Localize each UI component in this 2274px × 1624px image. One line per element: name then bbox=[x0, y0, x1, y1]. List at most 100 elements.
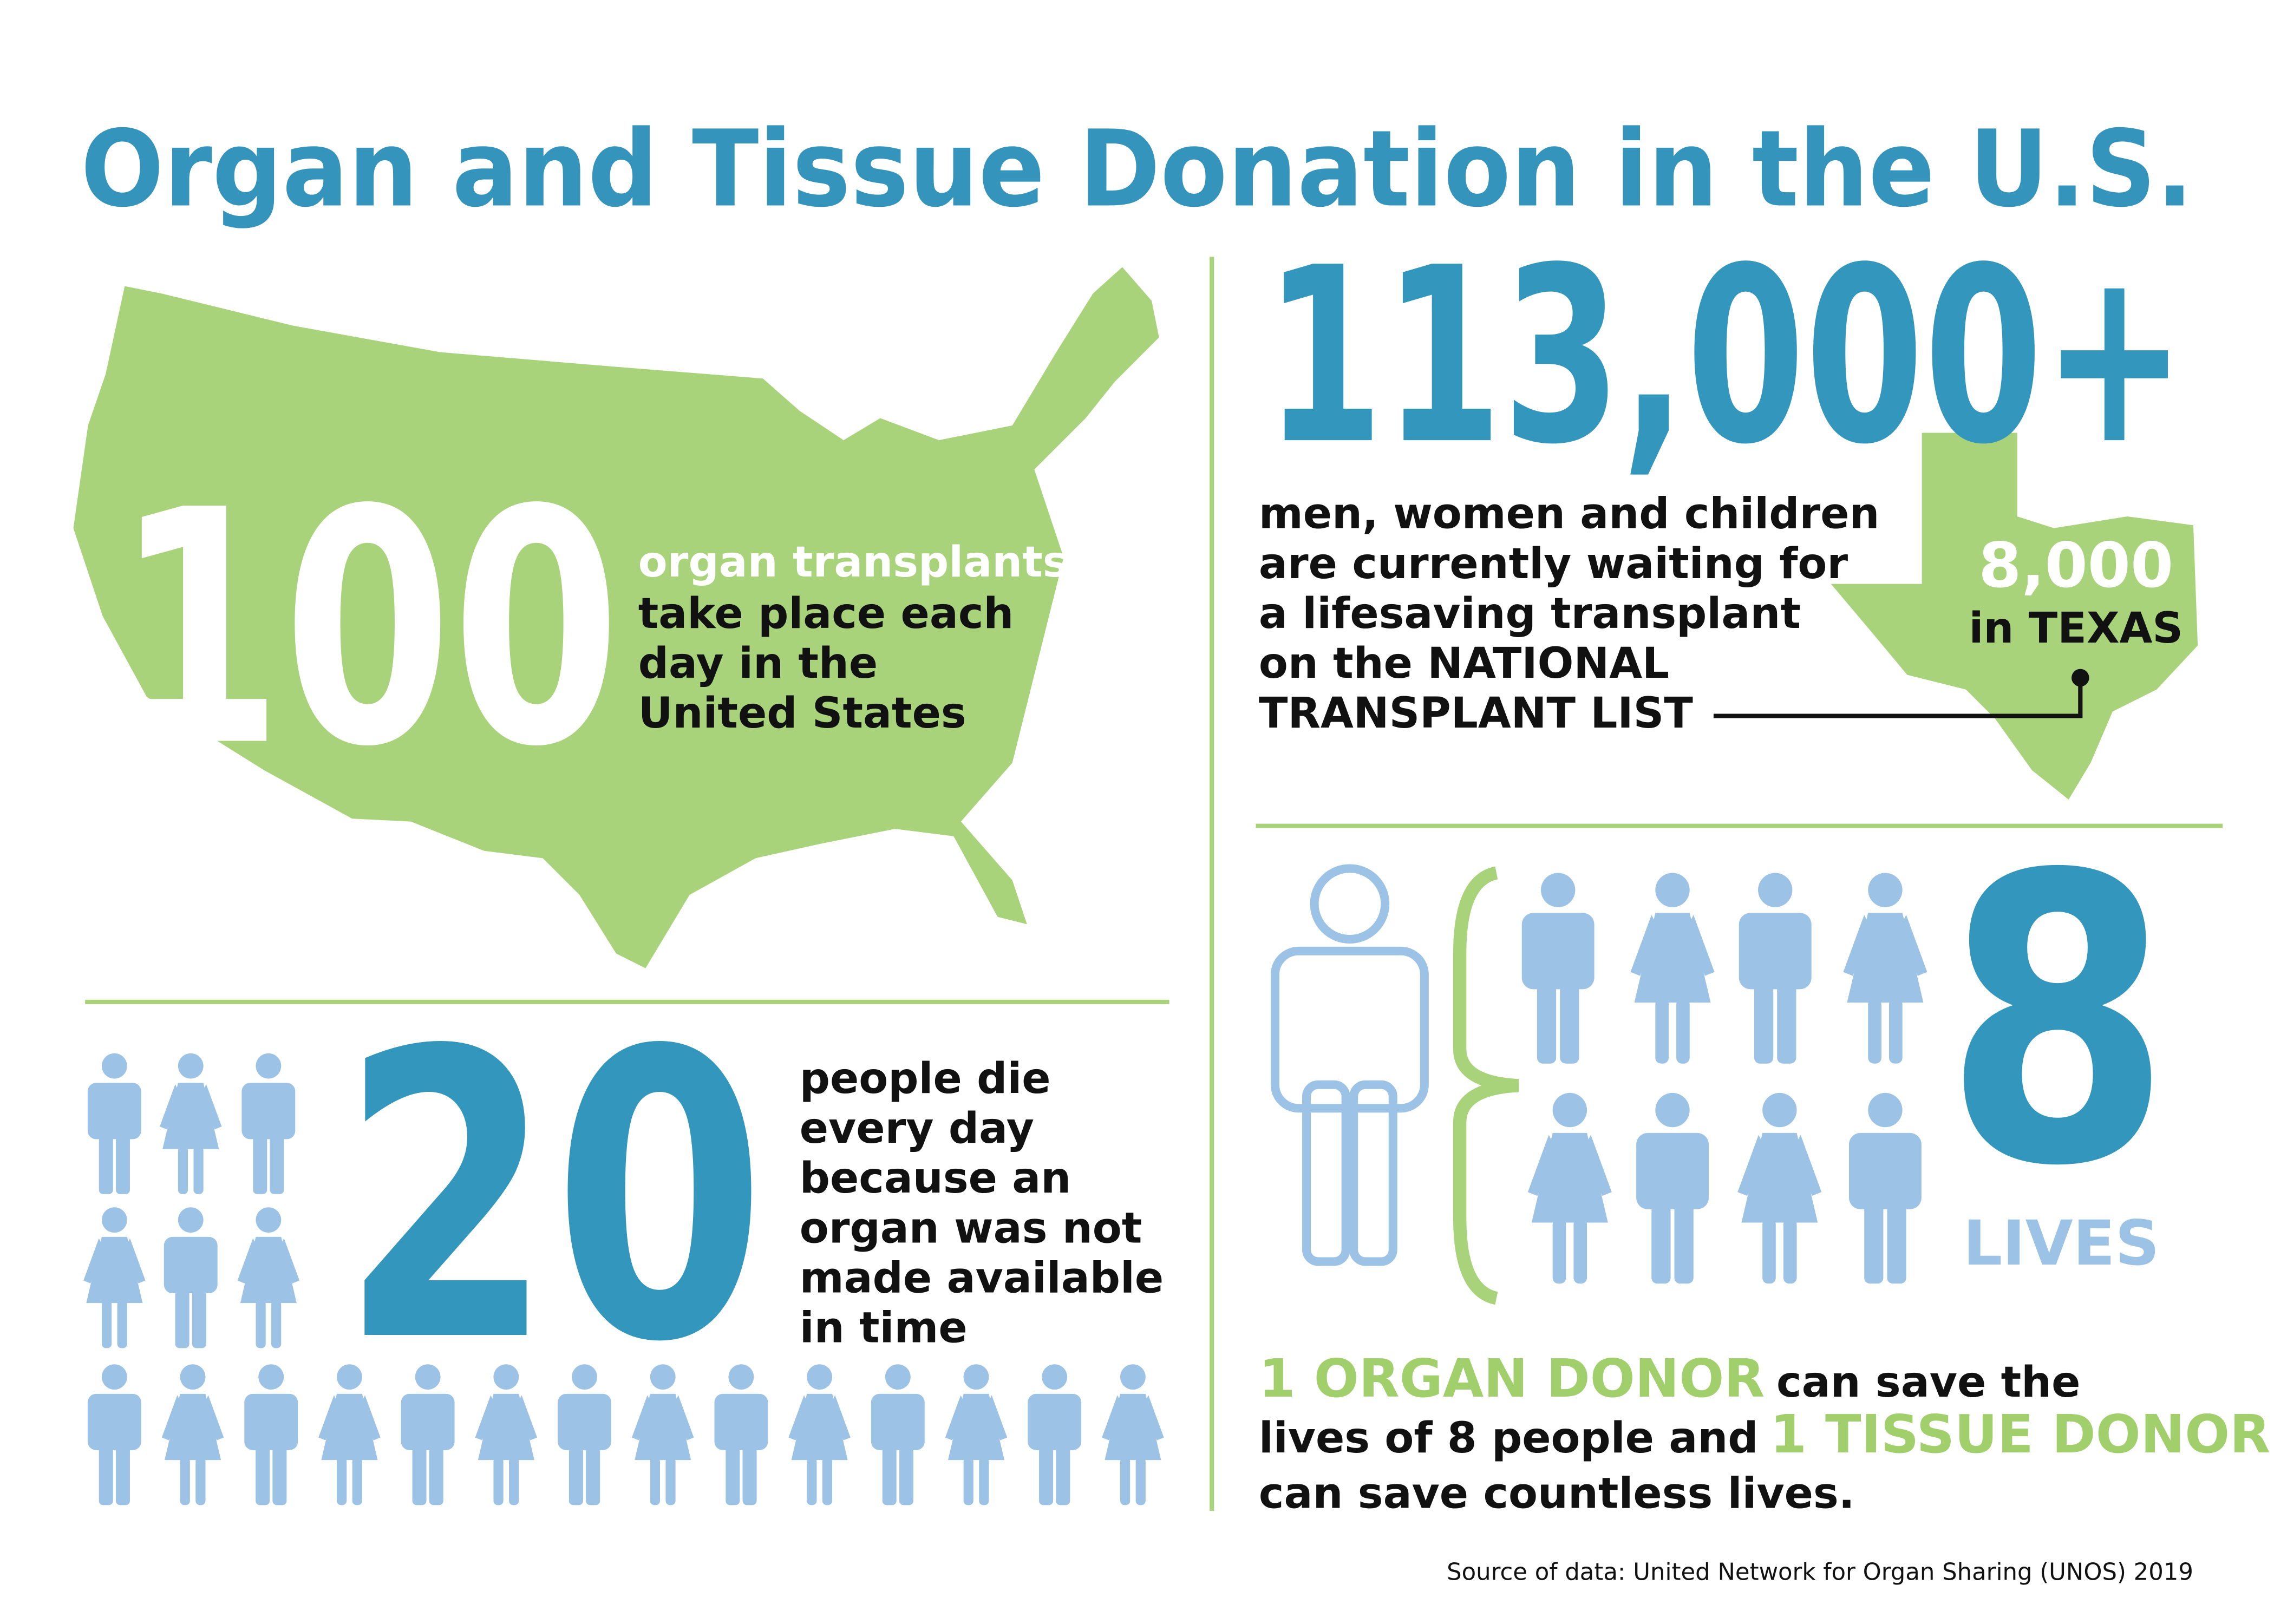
icon-leg bbox=[963, 1457, 973, 1505]
icon-body bbox=[1739, 913, 1812, 990]
female-icon bbox=[632, 1364, 694, 1505]
icon-leg bbox=[115, 1130, 130, 1194]
icon-head bbox=[258, 1364, 284, 1390]
texas-number: 8,000 bbox=[1978, 529, 2173, 601]
body-text: are currently waiting for bbox=[1259, 539, 1848, 588]
icon-leg bbox=[899, 1442, 913, 1505]
icon-body bbox=[1028, 1393, 1082, 1450]
icon-arm bbox=[672, 1395, 694, 1440]
icon-leg bbox=[1762, 1219, 1776, 1284]
brace bbox=[1453, 866, 1519, 1305]
body-text: in time bbox=[800, 1303, 968, 1353]
icon-head bbox=[337, 1364, 362, 1390]
icon-head bbox=[101, 1207, 127, 1233]
icon-leg bbox=[1868, 998, 1881, 1064]
icon-body bbox=[401, 1393, 455, 1450]
icon-leg bbox=[180, 1457, 190, 1505]
body-text: take place each bbox=[638, 588, 1014, 638]
icon-leg bbox=[429, 1442, 443, 1505]
body-text: a lifesaving transplant bbox=[1259, 588, 1801, 638]
female-icon bbox=[1843, 873, 1927, 1064]
icon-head bbox=[256, 1207, 282, 1233]
connector-dot bbox=[2072, 669, 2089, 687]
big-number: 113,000+ bbox=[1265, 216, 2186, 497]
icon-arm bbox=[516, 1395, 538, 1440]
icon-arm bbox=[237, 1238, 259, 1284]
female-icon bbox=[83, 1207, 146, 1348]
connector bbox=[1713, 678, 2083, 718]
male-icon bbox=[558, 1364, 611, 1505]
icon-head bbox=[415, 1364, 441, 1390]
icon-leg bbox=[178, 1146, 188, 1194]
icon-leg bbox=[822, 1457, 833, 1505]
male-icon bbox=[241, 1053, 296, 1194]
icon-body bbox=[241, 1083, 296, 1140]
body-text: every day bbox=[800, 1103, 1034, 1153]
icon-leg bbox=[1560, 978, 1579, 1064]
icon-arm bbox=[945, 1395, 966, 1440]
icon-leg bbox=[115, 1442, 130, 1505]
female-icon bbox=[160, 1053, 222, 1194]
icon-leg bbox=[175, 1285, 190, 1348]
icon-arm bbox=[161, 1395, 183, 1440]
icon-arm bbox=[200, 1084, 222, 1130]
icon-leg bbox=[271, 1300, 282, 1348]
icon-leg bbox=[270, 1130, 284, 1194]
male-icon bbox=[1028, 1364, 1082, 1505]
icon-leg bbox=[99, 1130, 113, 1194]
text: lives of 8 people and bbox=[1259, 1413, 1759, 1463]
icon-head bbox=[1310, 864, 1390, 944]
male-icon bbox=[1270, 864, 1429, 1266]
texas-label: in TEXAS bbox=[1969, 603, 2183, 653]
icon-leg bbox=[1039, 1442, 1054, 1505]
female-icon bbox=[788, 1364, 851, 1505]
big-number: 100 bbox=[114, 442, 620, 817]
icon-arm bbox=[318, 1395, 340, 1440]
icon-leg bbox=[1651, 1197, 1671, 1284]
icon-arm bbox=[1583, 1135, 1612, 1196]
icon-leg bbox=[568, 1442, 583, 1505]
body-text: organ was not bbox=[800, 1203, 1142, 1253]
body-text: TRANSPLANT LIST bbox=[1259, 688, 1693, 738]
icon-head bbox=[1758, 873, 1793, 907]
female-icon bbox=[1527, 1092, 1612, 1284]
icon-leg bbox=[1889, 998, 1903, 1064]
icon-leg bbox=[117, 1300, 127, 1348]
icon-leg bbox=[1537, 978, 1557, 1064]
male-icon bbox=[1849, 1092, 1922, 1284]
icon-leg bbox=[1552, 1219, 1566, 1284]
icon-leg bbox=[1135, 1457, 1146, 1505]
icon-body bbox=[714, 1393, 768, 1450]
icon-body bbox=[164, 1236, 218, 1293]
icon-head bbox=[1868, 873, 1903, 907]
female-icon bbox=[1630, 873, 1715, 1064]
icon-leg bbox=[412, 1442, 427, 1505]
male-icon bbox=[164, 1207, 218, 1348]
icon-leg bbox=[1056, 1442, 1070, 1505]
icon-arm bbox=[1843, 914, 1872, 976]
male-icon bbox=[401, 1364, 455, 1505]
highlight-text: 1 ORGAN DONOR bbox=[1259, 1348, 1765, 1410]
icon-arm bbox=[1102, 1395, 1123, 1440]
male-icon bbox=[714, 1364, 768, 1505]
icon-arm bbox=[124, 1238, 146, 1284]
donor-line: 1 ORGAN DONOR can save the bbox=[1259, 1348, 2081, 1410]
donor-line: can save countless lives. bbox=[1259, 1469, 1855, 1518]
icon-leg bbox=[1120, 1457, 1131, 1505]
icon-leg bbox=[509, 1457, 519, 1505]
icon-leg bbox=[99, 1442, 113, 1505]
icon-head bbox=[1868, 1092, 1903, 1128]
icon-arm bbox=[83, 1238, 105, 1284]
big-number: 20 bbox=[341, 967, 766, 1429]
icon-head bbox=[256, 1053, 282, 1079]
icon-head bbox=[178, 1053, 204, 1079]
icon-arm bbox=[632, 1395, 654, 1440]
texas-map bbox=[1831, 433, 2198, 800]
us-map bbox=[73, 267, 1159, 968]
icon-leg bbox=[586, 1442, 600, 1505]
icon-leg bbox=[726, 1442, 740, 1505]
female-icon bbox=[945, 1364, 1008, 1505]
icon-arm bbox=[475, 1395, 496, 1440]
icon-head bbox=[1655, 1092, 1690, 1128]
icon-arm bbox=[1685, 914, 1715, 976]
